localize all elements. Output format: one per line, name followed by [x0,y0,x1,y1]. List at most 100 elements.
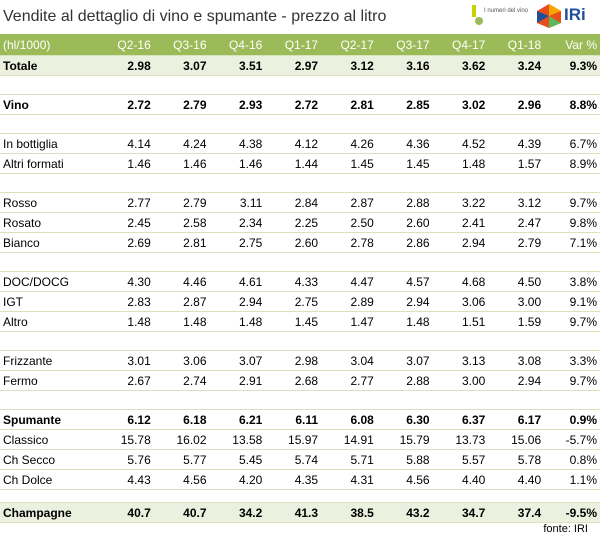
spacer-cell [544,489,600,503]
value-cell: 4.20 [209,469,266,490]
value-cell: 6.37 [432,409,489,430]
value-cell: 3.02 [432,94,489,115]
column-header: Q1-18 [488,34,545,56]
column-header: Q1-17 [265,34,322,56]
value-cell: 4.31 [321,469,377,490]
value-cell: 6.11 [265,409,322,430]
value-cell: 2.60 [265,232,322,253]
value-cell: 3.07 [376,350,433,371]
value-cell: 2.25 [265,212,322,233]
spacer-cell [98,390,154,410]
row-label: Classico [0,429,98,450]
value-cell: 15.79 [376,429,433,450]
value-cell: 2.34 [209,212,266,233]
spacer-cell [432,331,489,351]
value-cell: 13.73 [432,429,489,450]
value-cell: 4.40 [432,469,489,490]
row-label: Ch Secco [0,449,98,470]
logo-text: I numeri del vino [484,8,529,14]
row-label: Totale [0,55,98,76]
spacer-cell [376,75,433,95]
spacer-cell [98,173,154,193]
data-row: In bottiglia 4.14 4.24 4.38 4.12 4.26 4.36 4.52… [0,133,600,154]
logo-icon [537,4,561,28]
value-cell: 38.5 [321,502,377,523]
spacer-cell [265,390,322,410]
value-cell: 1.48 [153,311,210,332]
value-cell: 15.78 [98,429,154,450]
value-cell: -5.7% [544,429,600,450]
spacer-row [0,173,600,193]
value-cell: 2.91 [209,370,266,391]
value-cell: 2.41 [432,212,489,233]
value-cell: 2.83 [98,291,154,312]
data-row: Champagne 40.7 40.7 34.2 41.3 38.5 43.2 34.7 37.… [0,502,600,523]
column-header: Q2-17 [321,34,377,56]
value-cell: 2.84 [265,192,322,213]
value-cell: 4.26 [321,133,377,154]
row-label: Fermo [0,370,98,391]
row-label: Rosato [0,212,98,233]
value-cell: 4.35 [265,469,322,490]
value-cell: 1.51 [432,311,489,332]
value-cell: 0.8% [544,449,600,470]
value-cell: 3.07 [153,55,210,76]
column-header: Var % [544,34,600,56]
value-cell: 2.69 [98,232,154,253]
value-cell: 4.56 [376,469,433,490]
value-cell: 2.79 [488,232,545,253]
value-cell: 1.44 [265,153,322,174]
value-cell: 9.7% [544,370,600,391]
spacer-cell [153,252,210,272]
value-cell: 2.94 [432,232,489,253]
logo-icon [472,5,483,25]
spacer-cell [153,331,210,351]
value-cell: 2.98 [98,55,154,76]
value-cell: 5.71 [321,449,377,470]
data-row: Bianco 2.69 2.81 2.75 2.60 2.78 2.86 2.94 2.79 7.… [0,232,600,253]
spacer-cell [98,252,154,272]
value-cell: 2.58 [153,212,210,233]
value-cell: 2.72 [265,94,322,115]
value-cell: 1.45 [376,153,433,174]
value-cell: 4.68 [432,271,489,292]
value-cell: 2.87 [321,192,377,213]
value-cell: 5.76 [98,449,154,470]
value-cell: -9.5% [544,502,600,523]
value-cell: 15.06 [488,429,545,450]
value-cell: 4.38 [209,133,266,154]
logo-numeri-del-vino: I numeri del vino [470,2,532,30]
value-cell: 1.45 [265,311,322,332]
value-cell: 2.47 [488,212,545,233]
spacer-row [0,390,600,410]
spacer-cell [209,331,266,351]
value-cell: 3.11 [209,192,266,213]
row-label: DOC/DOCG [0,271,98,292]
value-cell: 9.7% [544,311,600,332]
spacer-cell [209,489,266,503]
spacer-cell [0,489,98,503]
spacer-cell [321,75,377,95]
value-cell: 4.47 [321,271,377,292]
value-cell: 4.14 [98,133,154,154]
value-cell: 6.21 [209,409,266,430]
data-row: Ch Dolce 4.43 4.56 4.20 4.35 4.31 4.56 4.40 4.40… [0,469,600,490]
value-cell: 40.7 [153,502,210,523]
spacer-cell [488,114,545,134]
value-cell: 14.91 [321,429,377,450]
value-cell: 1.46 [153,153,210,174]
spacer-cell [265,114,322,134]
spacer-cell [265,75,322,95]
row-label: Frizzante [0,350,98,371]
value-cell: 4.40 [488,469,545,490]
column-header: Q4-16 [209,34,266,56]
value-cell: 0.9% [544,409,600,430]
value-cell: 1.59 [488,311,545,332]
spacer-cell [209,173,266,193]
spacer-cell [488,489,545,503]
spacer-cell [376,114,433,134]
value-cell: 3.16 [376,55,433,76]
value-cell: 3.24 [488,55,545,76]
value-cell: 9.7% [544,192,600,213]
